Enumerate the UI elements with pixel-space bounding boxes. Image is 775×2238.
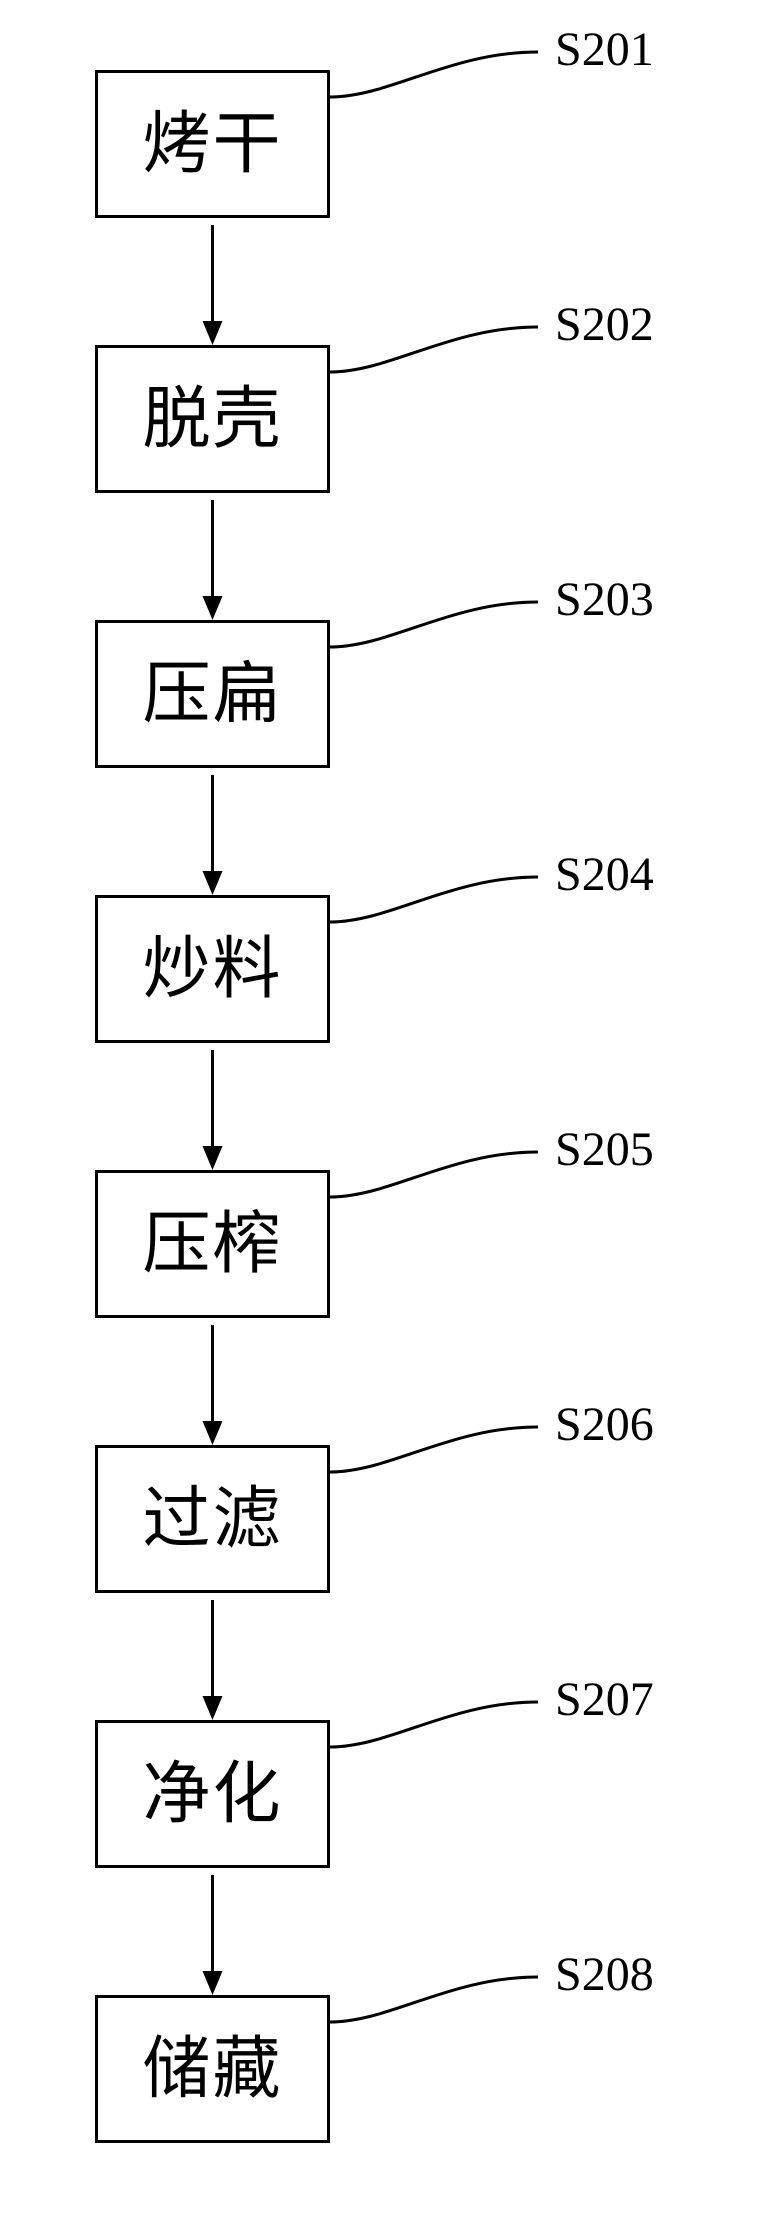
flowchart: 烤干 S201 脱壳 S202 bbox=[95, 70, 675, 2150]
step-id-label: S205 bbox=[555, 1122, 654, 1177]
callout-leader bbox=[330, 317, 550, 387]
step-label: 烤干 bbox=[142, 110, 282, 178]
callout-leader bbox=[330, 1692, 550, 1762]
arrow-connector bbox=[95, 775, 330, 895]
arrow-connector bbox=[95, 1325, 330, 1445]
step-id-label: S207 bbox=[555, 1672, 654, 1727]
step-box: 净化 bbox=[95, 1720, 330, 1868]
step-id-label: S201 bbox=[555, 22, 654, 77]
step-box: 烤干 bbox=[95, 70, 330, 218]
step-row: 压扁 S203 bbox=[95, 620, 675, 775]
step-box: 炒料 bbox=[95, 895, 330, 1043]
arrow-connector bbox=[95, 1875, 330, 1995]
step-label: 压榨 bbox=[142, 1210, 282, 1278]
step-box: 压扁 bbox=[95, 620, 330, 768]
step-label: 炒料 bbox=[142, 935, 282, 1003]
step-row: 储藏 S208 bbox=[95, 1995, 675, 2150]
step-box: 压榨 bbox=[95, 1170, 330, 1318]
callout-leader bbox=[330, 592, 550, 662]
callout-leader bbox=[330, 1417, 550, 1487]
step-id-label: S206 bbox=[555, 1397, 654, 1452]
callout-leader bbox=[330, 1142, 550, 1212]
step-id-label: S203 bbox=[555, 572, 654, 627]
step-label: 脱壳 bbox=[142, 385, 282, 453]
step-box: 脱壳 bbox=[95, 345, 330, 493]
step-row: 过滤 S206 bbox=[95, 1445, 675, 1600]
step-label: 储藏 bbox=[142, 2035, 282, 2103]
callout-leader bbox=[330, 42, 550, 112]
step-box: 过滤 bbox=[95, 1445, 330, 1593]
callout-leader bbox=[330, 867, 550, 937]
step-label: 过滤 bbox=[142, 1485, 282, 1553]
arrow-connector bbox=[95, 1050, 330, 1170]
arrow-connector bbox=[95, 1600, 330, 1720]
step-id-label: S204 bbox=[555, 847, 654, 902]
step-row: 炒料 S204 bbox=[95, 895, 675, 1050]
step-label: 压扁 bbox=[142, 660, 282, 728]
step-box: 储藏 bbox=[95, 1995, 330, 2143]
callout-leader bbox=[330, 1967, 550, 2037]
step-id-label: S208 bbox=[555, 1947, 654, 2002]
arrow-connector bbox=[95, 225, 330, 345]
step-label: 净化 bbox=[142, 1760, 282, 1828]
step-row: 压榨 S205 bbox=[95, 1170, 675, 1325]
step-row: 脱壳 S202 bbox=[95, 345, 675, 500]
step-row: 净化 S207 bbox=[95, 1720, 675, 1875]
step-id-label: S202 bbox=[555, 297, 654, 352]
step-row: 烤干 S201 bbox=[95, 70, 675, 225]
arrow-connector bbox=[95, 500, 330, 620]
